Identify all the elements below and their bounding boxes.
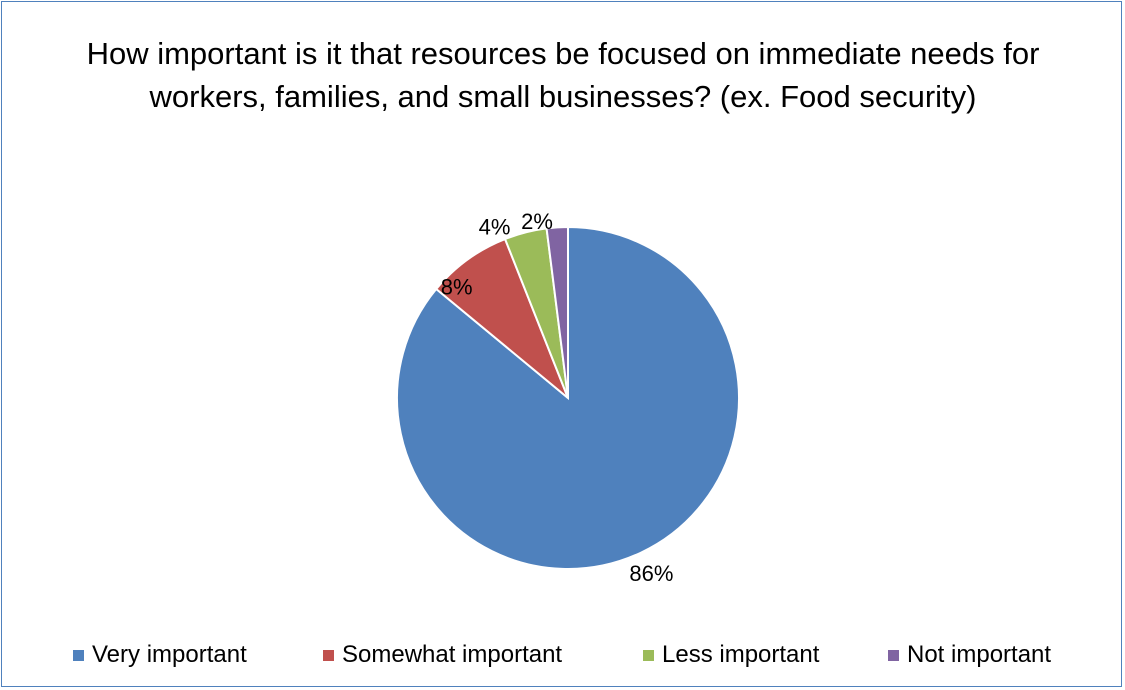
legend-swatch-very-important <box>73 649 84 661</box>
legend-swatch-not-important <box>888 649 899 661</box>
data-label-not-important: 2% <box>521 209 553 234</box>
legend-swatch-less-important <box>643 649 654 661</box>
legend-item-less-important: Less important <box>643 638 819 672</box>
legend-label-somewhat-important: Somewhat important <box>342 641 563 668</box>
pie-slice-not-important <box>545 225 569 399</box>
pie-slice-very-important <box>396 225 740 570</box>
legend-label-very-important: Very important <box>92 641 247 668</box>
data-label-very-important: 86% <box>629 561 673 586</box>
data-label-less-important: 4% <box>479 214 511 239</box>
legend-item-somewhat-important: Somewhat important <box>323 638 562 672</box>
pie-data-labels: 86% 8% 4% 2% <box>441 209 674 586</box>
data-label-somewhat-important: 8% <box>441 275 473 300</box>
pie-slices <box>396 225 740 570</box>
legend-item-not-important: Not important <box>888 638 1051 672</box>
legend-label-less-important: Less important <box>662 641 820 668</box>
chart-legend: Very important Somewhat important Less i… <box>2 638 1123 672</box>
legend-item-very-important: Very important <box>73 638 247 672</box>
chart-title: How important is it that resources be fo… <box>86 36 1040 114</box>
legend-swatch-somewhat-important <box>323 649 334 661</box>
legend-label-not-important: Not important <box>907 641 1052 668</box>
